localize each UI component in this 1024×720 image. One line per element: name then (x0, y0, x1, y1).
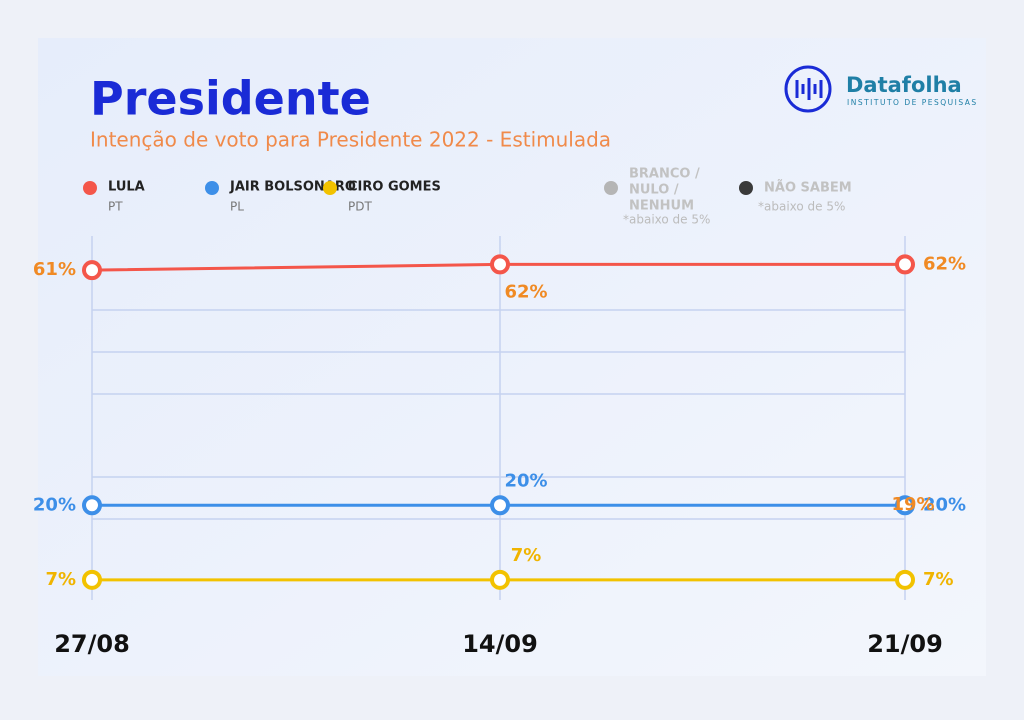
value-label: 61% (33, 259, 76, 280)
value-label: 7% (45, 569, 76, 590)
point (490, 495, 510, 516)
legend-note: *abaixo de 5% (623, 213, 710, 227)
value-label: 62% (504, 281, 547, 302)
value-label: 7% (923, 569, 954, 590)
value-label: 62% (923, 253, 966, 274)
x-tick-label: 14/09 (462, 630, 538, 658)
legend-dot (604, 181, 618, 195)
value-label: 20% (923, 494, 966, 515)
guides (92, 309, 905, 520)
value-label: 20% (33, 494, 76, 515)
card (38, 38, 986, 676)
point (82, 260, 102, 281)
x-tick-label: 27/08 (54, 630, 130, 658)
legend-name: CIRO GOMES (348, 180, 441, 195)
legend-dot (205, 181, 219, 195)
chart-subtitle: Intenção de voto para Presidente 2022 - … (90, 128, 611, 152)
logo-icon (784, 65, 832, 113)
x-tick-label: 21/09 (867, 630, 943, 658)
chart-title: Presidente (90, 72, 371, 126)
point (895, 495, 915, 516)
point (895, 254, 915, 275)
legend-dot (83, 181, 97, 195)
point (490, 254, 510, 275)
point (490, 569, 510, 590)
point (82, 569, 102, 590)
logo: Datafolha INSTITUTO DE PESQUISAS (784, 65, 978, 113)
annotation: 19% (891, 494, 934, 515)
legend-note: *abaixo de 5% (758, 200, 845, 214)
legend-dot (323, 181, 337, 195)
legend-party: PT (108, 200, 123, 214)
value-label: 20% (504, 470, 547, 491)
brand-tagline: INSTITUTO DE PESQUISAS (847, 98, 978, 107)
legend-name: NULO / (629, 183, 679, 198)
legend-dot (739, 181, 753, 195)
value-label: 7% (511, 545, 542, 566)
legend-name: NENHUM (629, 199, 694, 214)
legend-name: LULA (108, 180, 145, 195)
legend-name: NÃO SABEM (764, 180, 852, 196)
legend-party: PL (230, 200, 244, 214)
legend-name: BRANCO / (629, 167, 700, 182)
logo-bars (795, 78, 823, 100)
point (82, 495, 102, 516)
brand-name: Datafolha (846, 73, 962, 97)
legend-party: PDT (348, 200, 372, 214)
point (895, 569, 915, 590)
